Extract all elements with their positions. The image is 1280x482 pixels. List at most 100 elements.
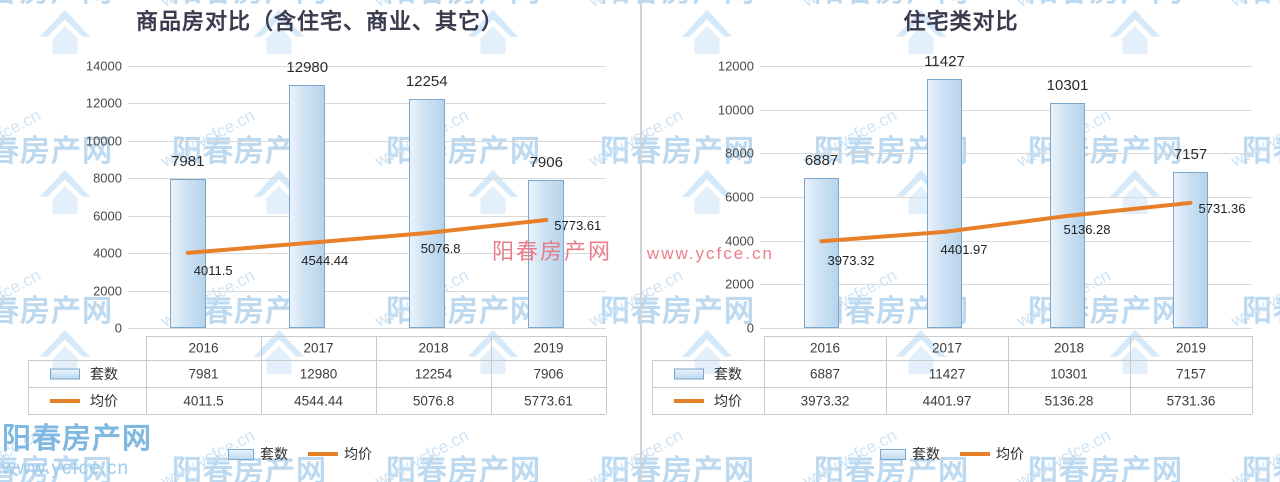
table-cell: 5773.61 [524, 393, 573, 408]
line-value-label: 4011.5 [193, 262, 233, 278]
line-value-label: 4544.44 [301, 252, 349, 268]
table-header-2016: 2016 [188, 340, 219, 356]
table-rule [28, 387, 606, 388]
grid-line [760, 240, 1252, 242]
grid-line [760, 284, 1252, 286]
y-axis-tick-label: 6000 [725, 189, 754, 205]
plot-area-secondary: 12000 10000 8000 6000 4000 2000 0 6887 11427 1030… [718, 53, 1252, 336]
line-value-label: 5773.61 [554, 217, 602, 233]
avg-price-line-series[interactable] [760, 66, 1252, 328]
legend-key-avgprice-icon [308, 452, 338, 456]
bar-value-label: 10301 [1046, 77, 1089, 95]
chart-panel-residential-housing: 住宅类对比 12000 10000 8000 6000 4000 2000 0 6887 114… [642, 0, 1280, 482]
bar-value-label: 6887 [804, 151, 839, 169]
y-axis-tick-label: 0 [746, 320, 754, 336]
table-rule-vertical [491, 336, 492, 414]
grid-line [128, 66, 606, 67]
bar-value-label: 12980 [286, 59, 329, 77]
bar-value-label: 7906 [529, 154, 563, 172]
grid-line [128, 290, 606, 292]
line-value-label: 5076.8 [420, 240, 461, 256]
table-cell: 7157 [1175, 366, 1207, 381]
grid-line [760, 197, 1252, 198]
table-rule-vertical [261, 336, 262, 414]
table-header-2016: 2016 [809, 340, 841, 356]
bar-2019[interactable] [1173, 171, 1208, 328]
table-cell: 4401.97 [922, 393, 972, 408]
bar-value-label: 7981 [171, 152, 205, 170]
legend-key-units-icon [228, 448, 254, 460]
y-axis-tick-label: 6000 [93, 208, 122, 224]
table-row-label: 套数 [714, 366, 742, 383]
table-row-label: 套数 [90, 366, 118, 383]
chart-legend: 套数 均价 [228, 444, 372, 464]
y-axis-tick-label: 12000 [717, 58, 754, 74]
y-axis-tick-label: 0 [114, 320, 122, 336]
line-value-label: 4401.97 [940, 241, 988, 257]
y-axis-tick-label: 8000 [725, 145, 754, 161]
table-rule [28, 414, 606, 415]
table-cell: 5731.36 [1166, 393, 1216, 408]
page-title-secondary: 住宅类对比 [903, 9, 1019, 35]
table-cell: 3973.32 [800, 393, 850, 408]
table-rule-vertical [1130, 336, 1131, 414]
table-rule-vertical [886, 336, 887, 414]
y-axis-tick-label: 4000 [725, 233, 754, 249]
legend-label-avgprice[interactable]: 均价 [344, 447, 372, 463]
bar-2018[interactable] [408, 98, 445, 328]
bar-2016[interactable] [804, 177, 839, 328]
table-rule [652, 387, 1252, 388]
bar-value-label: 12254 [405, 72, 448, 90]
bar-value-label: 11427 [924, 52, 965, 70]
bar-2019[interactable] [528, 180, 565, 328]
site-logo: 阳春房产网 www.ycfce.cn [2, 415, 152, 480]
table-cell: 11427 [928, 366, 966, 381]
grid-line [128, 328, 606, 329]
site-logo-url: www.ycfce.cn [2, 458, 130, 479]
table-rule-vertical [1008, 336, 1009, 414]
legend-label-units[interactable]: 套数 [260, 447, 288, 463]
table-rule-vertical [28, 360, 29, 414]
y-axis-tick-label: 14000 [85, 58, 122, 74]
table-rule [28, 360, 606, 361]
table-cell: 5076.8 [412, 393, 455, 408]
y-axis-tick-label: 8000 [93, 170, 122, 186]
y-axis-tick-label: 4000 [93, 245, 122, 261]
table-cell: 7906 [533, 366, 564, 381]
site-logo-name: 阳春房产网 [2, 421, 153, 455]
grid-line [760, 66, 1252, 67]
panel-divider [640, 0, 642, 482]
line-value-label: 3973.32 [827, 253, 875, 269]
table-header-2017: 2017 [303, 340, 334, 356]
table-rule [652, 414, 1252, 415]
table-rule [652, 360, 1252, 361]
table-rule-vertical [764, 336, 765, 414]
legend-swatch-avgprice [50, 398, 80, 403]
y-axis-tick-label: 12000 [85, 95, 122, 111]
table-cell: 12980 [299, 366, 338, 381]
table-cell: 12254 [414, 366, 453, 381]
table-header-2019: 2019 [1175, 340, 1207, 356]
table-cell: 7981 [188, 366, 219, 381]
line-value-label: 5136.28 [1063, 221, 1111, 237]
data-table: 2016 2017 2018 2019 套数 7981 12980 12254 7906 均价 40… [28, 336, 607, 415]
legend-key-avgprice-icon [960, 452, 990, 456]
grid-line [760, 153, 1252, 155]
table-header-2019: 2019 [533, 340, 564, 356]
legend-label-units[interactable]: 套数 [912, 447, 940, 463]
data-table-secondary: 2016 2017 2018 2019 套数 6887 11427 10301 7157 均价 39… [652, 336, 1253, 415]
table-row-label: 均价 [714, 393, 742, 410]
avg-price-line-series[interactable] [128, 66, 606, 328]
table-row-label: 均价 [90, 393, 118, 410]
table-cell: 6887 [809, 366, 841, 381]
table-rule-vertical [606, 336, 607, 414]
legend-key-units-icon [880, 448, 906, 460]
table-rule-vertical [652, 360, 653, 414]
legend-label-avgprice[interactable]: 均价 [996, 447, 1024, 463]
bar-2017[interactable] [927, 78, 962, 328]
grid-line [760, 328, 1252, 329]
bar-2017[interactable] [289, 85, 326, 328]
legend-swatch-units [50, 368, 80, 379]
grid-line [128, 103, 606, 105]
